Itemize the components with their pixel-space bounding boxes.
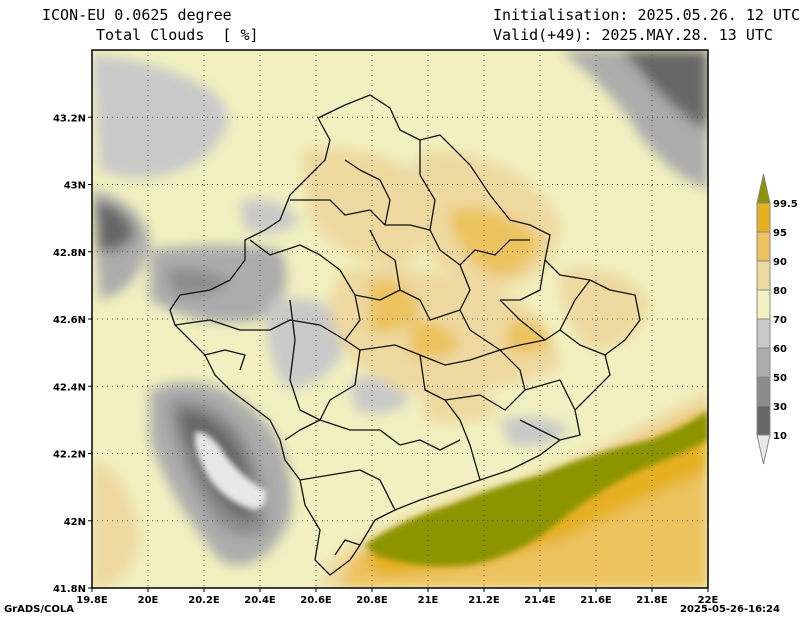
legend-level-label: 95: [773, 228, 787, 239]
borders: [169, 94, 641, 576]
legend-swatch: [756, 405, 771, 436]
colorbar-legend: 99.5 95 90 80 70 60 50 30 10: [756, 173, 798, 465]
lon-tick-label: 22E: [698, 595, 719, 606]
legend-level-label: 30: [773, 402, 787, 413]
legend-level-label: 50: [773, 373, 787, 384]
valid-time: Valid(+49): 2025.MAY.28. 13 UTC: [493, 26, 773, 44]
legend-bottom-arrow: [756, 434, 771, 465]
lon-tick-label: 20.6E: [300, 595, 332, 606]
init-time: Initialisation: 2025.05.26. 12 UTC: [493, 6, 800, 24]
lon-tick-label: 21.8E: [636, 595, 668, 606]
lat-tick-label: 42.6N: [53, 315, 86, 326]
legend-level-label: 80: [773, 286, 787, 297]
lon-tick-label: 20.4E: [244, 595, 276, 606]
legend-level-label: 10: [773, 431, 787, 442]
lat-tick-label: 43N: [64, 181, 86, 192]
legend-level-label: 70: [773, 315, 787, 326]
lon-tick-label: 20E: [138, 595, 159, 606]
lat-tick-label: 42.4N: [53, 382, 86, 393]
legend-level-label: 99.5: [773, 199, 798, 210]
field-title: Total Clouds [ %]: [96, 26, 259, 44]
lon-tick-label: 20.8E: [356, 595, 388, 606]
legend-swatch: [756, 231, 771, 262]
lat-tick-label: 42N: [64, 517, 86, 528]
legend-swatch: [756, 202, 771, 233]
cloud-field: [92, 50, 708, 588]
render-timestamp: 2025-05-26-16:24: [680, 604, 780, 615]
legend-swatch: [756, 347, 771, 378]
legend-swatch: [756, 376, 771, 407]
lat-tick-label: 42.2N: [53, 450, 86, 461]
lat-tick-label: 43.2N: [53, 113, 86, 124]
model-title: ICON-EU 0.0625 degree: [42, 6, 232, 24]
legend-swatch: [756, 260, 771, 291]
lon-tick-label: 21.4E: [524, 595, 556, 606]
legend-level-label: 90: [773, 257, 787, 268]
lon-axis: 19.8E 20E 20.2E 20.4E 20.6E 20.8E 21E 21.2E 21.4…: [76, 588, 719, 606]
lon-tick-label: 20.2E: [188, 595, 220, 606]
legend-swatch: [756, 318, 771, 349]
lat-tick-label: 41.8N: [53, 584, 86, 595]
lat-tick-label: 42.8N: [53, 248, 86, 259]
lon-tick-label: 19.8E: [76, 595, 108, 606]
legend-level-label: 60: [773, 344, 787, 355]
lat-axis: 43.2N 43N 42.8N 42.6N 42.4N 42.2N 42N 41.8N: [53, 113, 92, 595]
legend-top-arrow: [756, 173, 771, 204]
lon-tick-label: 21.6E: [580, 595, 612, 606]
software-credit: GrADS/COLA: [4, 604, 74, 615]
lon-tick-label: 21.2E: [468, 595, 500, 606]
lon-tick-label: 21E: [418, 595, 439, 606]
legend-swatch: [756, 289, 771, 320]
